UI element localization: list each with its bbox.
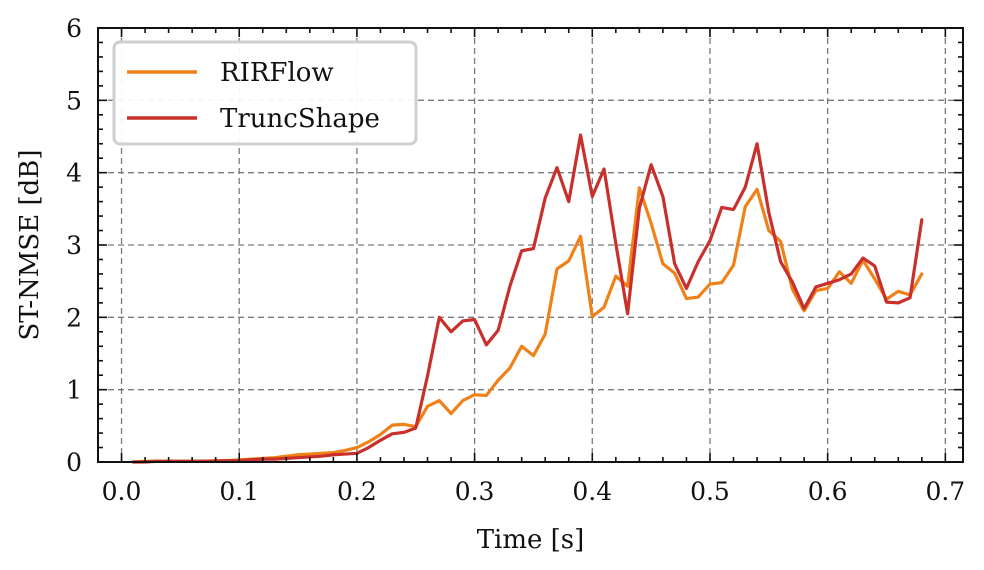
- y-tick-label-0: 0: [66, 448, 82, 477]
- y-tick-label-2: 2: [66, 303, 82, 332]
- legend-label-truncshape: TruncShape: [220, 104, 380, 134]
- x-tick-label-5: 0.5: [690, 477, 730, 506]
- x-tick-label-1: 0.1: [219, 477, 259, 506]
- x-tick-label-7: 0.7: [925, 477, 965, 506]
- y-tick-label-5: 5: [66, 86, 82, 115]
- x-tick-label-6: 0.6: [808, 477, 848, 506]
- x-tick-label-2: 0.2: [337, 477, 377, 506]
- y-tick-labels: 0 1 2 3 4 5 6: [66, 14, 82, 477]
- y-tick-label-3: 3: [66, 231, 82, 260]
- x-tick-labels: 0.0 0.1 0.2 0.3 0.4 0.5 0.6 0.7: [102, 477, 966, 506]
- x-tick-label-0: 0.0: [102, 477, 142, 506]
- x-tick-label-3: 0.3: [455, 477, 495, 506]
- x-tick-label-4: 0.4: [572, 477, 612, 506]
- axis-ticks: [97, 27, 963, 463]
- y-tick-label-1: 1: [66, 376, 82, 405]
- series-lines: [131, 133, 924, 464]
- x-axis-label: Time [s]: [477, 525, 585, 555]
- legend: RIRFlow TruncShape: [112, 40, 418, 146]
- y-axis-label: ST-NMSE [dB]: [15, 149, 45, 340]
- y-tick-label-6: 6: [66, 14, 82, 43]
- series-line-truncshape: [131, 133, 924, 464]
- y-tick-label-4: 4: [66, 159, 82, 188]
- legend-label-rirflow: RIRFlow: [220, 58, 334, 88]
